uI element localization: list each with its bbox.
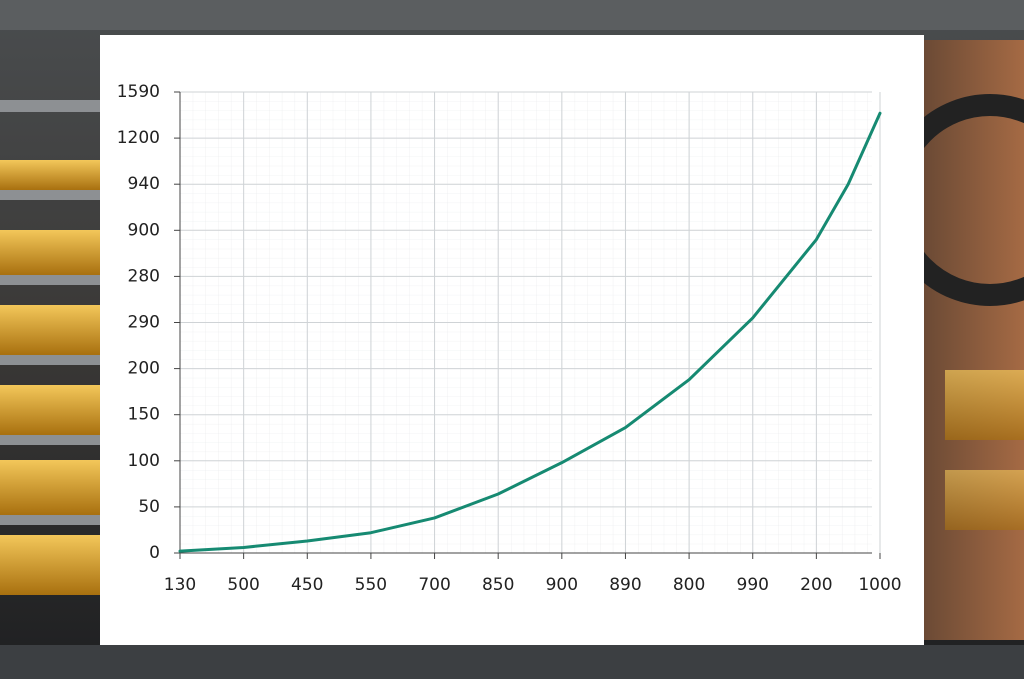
plot: 0 50 100 150 200 290 280 900 940 1200 1590 130 500 45…: [117, 82, 902, 595]
x-tick-label: 900: [546, 575, 578, 595]
y-tick-label: 100: [128, 451, 160, 471]
y-tick-label: 0: [149, 543, 160, 563]
x-tick-label: 550: [355, 575, 387, 595]
y-tick-label: 290: [128, 313, 160, 333]
y-tick-label: 1590: [117, 82, 160, 102]
x-tick-label: 450: [291, 575, 323, 595]
x-tick-label: 200: [800, 575, 832, 595]
data-line: [178, 111, 882, 553]
x-tick-label: 990: [737, 575, 769, 595]
y-tick-label: 1200: [117, 128, 160, 148]
y-tick-label: 940: [128, 174, 160, 194]
x-tick-label: 890: [609, 575, 641, 595]
x-tick-label: 700: [418, 575, 450, 595]
x-tick-label: 500: [227, 575, 259, 595]
y-tick-label: 150: [128, 405, 160, 425]
y-tick-label: 280: [128, 266, 160, 286]
x-tick-label: 1000: [858, 575, 901, 595]
y-tick-label: 900: [128, 220, 160, 240]
x-tick-label: 800: [673, 575, 705, 595]
y-tick-label: 50: [138, 497, 160, 517]
x-tick-label: 130: [164, 575, 196, 595]
y-tick-label: 200: [128, 359, 160, 379]
x-tick-label: 850: [482, 575, 514, 595]
